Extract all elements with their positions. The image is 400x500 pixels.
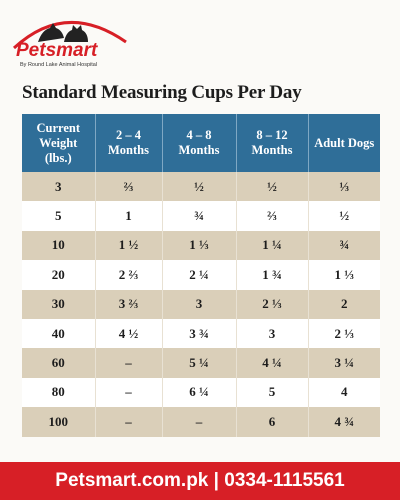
table-cell: ½ xyxy=(308,201,380,231)
table-cell: ⅓ xyxy=(308,172,380,202)
table-cell: ⅔ xyxy=(236,201,309,231)
table-cell: 2 ⅓ xyxy=(236,289,309,319)
column-header: 4 – 8 Months xyxy=(162,114,237,172)
table-cell: 100 xyxy=(22,407,96,437)
table-cell: 3 ⅔ xyxy=(95,289,163,319)
table-cell: – xyxy=(95,348,163,378)
table-cell: – xyxy=(162,407,237,437)
column-header: Adult Dogs xyxy=(308,114,380,172)
table-cell: 1 ⅓ xyxy=(162,230,237,261)
table-cell: 5 xyxy=(236,377,309,408)
header-row: Current Weight (lbs.) 2 – 4 Months 4 – 8 M… xyxy=(22,114,380,172)
table-cell: 2 ¼ xyxy=(162,260,237,290)
table-cell: 1 ¼ xyxy=(236,230,309,261)
table-cell: 3 xyxy=(162,289,237,319)
table-cell: 2 ⅓ xyxy=(308,318,380,349)
table-cell: ⅔ xyxy=(95,172,163,202)
table-cell: ¾ xyxy=(162,201,237,231)
table-cell: 4 ¼ xyxy=(236,348,309,378)
column-header: Current Weight (lbs.) xyxy=(22,114,96,172)
feeding-table: Current Weight (lbs.) 2 – 4 Months 4 – 8 M… xyxy=(22,114,380,437)
table-cell: 20 xyxy=(22,260,96,290)
table-cell: 1 ½ xyxy=(95,230,163,261)
table-cell: 5 ¼ xyxy=(162,348,237,378)
logo-brand: Petsmart xyxy=(16,40,98,61)
table-cell: 4 ½ xyxy=(95,318,163,349)
table-cell: 80 xyxy=(22,377,96,408)
footer-contact: Petsmart.com.pk | 0334-1115561 xyxy=(55,470,345,491)
table-cell: 1 ⅓ xyxy=(308,260,380,290)
table-cell: – xyxy=(95,407,163,437)
logo-arc xyxy=(12,21,127,50)
logo-cat xyxy=(64,25,88,42)
table-cell: 6 ¼ xyxy=(162,377,237,408)
logo-dog xyxy=(38,23,64,42)
table-cell: 3 xyxy=(236,318,309,349)
table-cell: 1 ¾ xyxy=(236,260,309,290)
table-cell: 60 xyxy=(22,348,96,378)
table-cell: 6 xyxy=(236,407,309,437)
table-cell: ¾ xyxy=(308,230,380,261)
table-cell: ½ xyxy=(162,172,237,202)
title: Standard Measuring Cups Per Day xyxy=(22,82,302,103)
table-cell: 40 xyxy=(22,318,96,349)
table-cell: 2 xyxy=(308,289,380,319)
table-cell: 4 ¾ xyxy=(308,407,380,437)
column-header: 2 – 4 Months xyxy=(95,114,163,172)
table-cell: 2 ⅔ xyxy=(95,260,163,290)
table-cell: 3 xyxy=(22,172,96,202)
table-cell: 4 xyxy=(308,377,380,408)
logo-tagline: By Round Lake Animal Hospital xyxy=(20,62,97,68)
footer: Petsmart.com.pk | 0334-1115561 xyxy=(0,462,400,500)
table-cell: ½ xyxy=(236,172,309,202)
table-cell: 30 xyxy=(22,289,96,319)
table-cell: 1 xyxy=(95,201,163,231)
column-header: 8 – 12 Months xyxy=(236,114,309,172)
table-cell: 3 ¾ xyxy=(162,318,237,349)
table-cell: 10 xyxy=(22,230,96,261)
table-cell: 5 xyxy=(22,201,96,231)
table-cell: – xyxy=(95,377,163,408)
table-row: 100– –6 4 ¾ xyxy=(22,407,380,437)
table-cell: 3 ¼ xyxy=(308,348,380,378)
logo: Petsmart By Round Lake Animal Hospital xyxy=(12,21,127,68)
